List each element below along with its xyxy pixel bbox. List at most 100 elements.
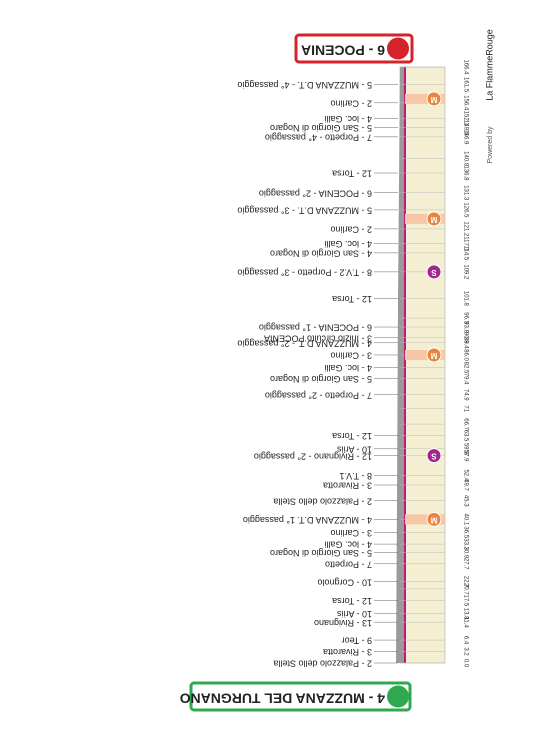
- climb-band: [405, 93, 445, 104]
- place-label: 4 - loc. Galli: [324, 114, 372, 124]
- km-label: 0.0: [462, 659, 468, 668]
- place-label: 10 - Corgnolo: [317, 577, 372, 587]
- km-label: 90.8: [462, 332, 468, 344]
- km-label: 17.5: [462, 594, 468, 606]
- climb-band: [405, 213, 445, 224]
- km-label: 6.4: [462, 636, 468, 645]
- km-label: 3.2: [462, 647, 468, 656]
- km-label: 22.7: [462, 576, 468, 588]
- place-label: 3 - Inizio circuito POCENIA: [264, 333, 372, 343]
- km-label: 40.1: [462, 514, 468, 526]
- marker-symbol: M: [430, 515, 437, 524]
- profile-shade: [396, 67, 404, 663]
- marker-symbol: M: [430, 95, 437, 104]
- place-label: 12 - Torsa: [332, 294, 372, 304]
- place-label: 4 - MUZZANA D.T. 1° passaggio: [243, 515, 372, 525]
- place-label: 3 - Carlino: [330, 528, 372, 538]
- marker: [426, 448, 442, 464]
- climb-band: [405, 349, 445, 360]
- place-label: 3 - Carlino: [330, 351, 372, 361]
- place-label: 3 - Rivarotta: [323, 481, 372, 491]
- marker: [426, 211, 442, 227]
- km-label: 140.8: [462, 151, 468, 167]
- km-label: 82.5: [462, 362, 468, 374]
- km-label: 74.9: [462, 389, 468, 401]
- km-label: 71: [462, 405, 468, 412]
- km-label: 93.8: [462, 321, 468, 333]
- km-label: 136.8: [462, 166, 468, 182]
- km-label: 131.3: [462, 185, 468, 201]
- km-label: 59.8: [462, 443, 468, 455]
- km-label: 49.7: [462, 479, 468, 491]
- km-label: 121.2: [462, 221, 468, 237]
- place-label: 4 - loc. Galli: [324, 363, 372, 373]
- marker-symbol: M: [430, 215, 437, 224]
- start-label: 4 - MUZZANA DEL TURGNANO: [180, 690, 385, 706]
- place-label: 5 - San Giorgio di Nogaro: [270, 123, 372, 133]
- marker-symbol: S: [431, 452, 437, 461]
- marker: [426, 264, 442, 280]
- km-label: 114.5: [462, 246, 468, 261]
- place-label: 10 - Ariis: [336, 444, 372, 454]
- km-label: 96.3: [462, 312, 468, 324]
- place-label: 7 - Porpetto - 2° passaggio: [265, 390, 372, 400]
- place-label: 13 - Rivignano: [314, 618, 372, 628]
- km-label: 66.7: [462, 418, 468, 430]
- place-label: 7 - Porpetto - 4° passaggio: [265, 132, 372, 142]
- place-label: 5 - MUZZANA D.T. - 3° passaggio: [237, 206, 372, 216]
- place-label: 2 - Carlino: [330, 225, 372, 235]
- km-label: 156.4: [462, 95, 468, 111]
- km-label: 117.1: [462, 236, 468, 251]
- km-label: 33.2: [462, 538, 468, 550]
- km-label: 52.4: [462, 469, 468, 481]
- marker-symbol: S: [431, 268, 437, 277]
- place-label: 5 - San Giorgio di Nogaro: [270, 548, 372, 558]
- place-label: 8 - T.V.2 - Porpetto - 3° passaggio: [237, 268, 372, 278]
- marker: [426, 91, 442, 107]
- place-label: 5 - San Giorgio di Nogaro: [270, 374, 372, 384]
- km-label: 45.3: [462, 495, 468, 507]
- km-label: 109.2: [462, 264, 468, 280]
- km-label: 166.4: [462, 59, 468, 75]
- km-label: 101.8: [462, 291, 468, 307]
- km-label: 79.4: [462, 373, 468, 385]
- km-label: 152.1: [462, 111, 468, 127]
- place-label: 4 - San Giorgio di Nogaro: [270, 249, 372, 259]
- km-label: 11.4: [462, 617, 468, 629]
- km-label: 27.7: [462, 558, 468, 570]
- km-label: 20.7: [462, 583, 468, 595]
- km-label: 89.4: [462, 337, 468, 349]
- km-label: 149.5: [462, 120, 468, 136]
- place-label: 12 - Torsa: [332, 431, 372, 441]
- profile-area: [399, 66, 446, 664]
- km-label: 126.5: [462, 202, 468, 218]
- km-label: 86.0: [462, 349, 468, 361]
- place-label: 6 - POCENIA - 1° passaggio: [259, 323, 372, 333]
- km-label: 63.5: [462, 430, 468, 442]
- place-label: 6 - POCENIA - 2° passaggio: [259, 188, 372, 198]
- climb-band: [405, 514, 445, 525]
- place-label: 9 - Teor: [342, 636, 372, 646]
- place-label: 3 - Rivarotta: [323, 647, 372, 657]
- marker: [426, 347, 442, 363]
- km-label: 57.9: [462, 450, 468, 462]
- finish-banner: 6 - POCENIA: [294, 33, 414, 64]
- place-label: 2 - Palazzolo dello Stella: [273, 659, 372, 669]
- marker-symbol: M: [430, 351, 437, 360]
- powered-by: Powered by: [487, 126, 494, 163]
- start-banner: 4 - MUZZANA DEL TURGNANO: [180, 681, 412, 712]
- place-label: 12 - Torsa: [332, 596, 372, 606]
- place-label: 4 - MUZZANA D.T. - 2° passaggio: [237, 338, 372, 348]
- km-label: 161.5: [462, 77, 468, 93]
- place-label: 12 - Rivignano - 2° passaggio: [254, 451, 372, 461]
- brand: La FlammeRouge: [484, 29, 494, 101]
- place-label: 8 - T.V.1: [339, 471, 372, 481]
- place-label: 2 - Carlino: [330, 98, 372, 108]
- place-label: 2 - Palazzolo dello Stella: [273, 496, 372, 506]
- place-label: 5 - MUZZANA D.T. - 4° passaggio: [237, 80, 372, 90]
- km-label: 36.5: [462, 526, 468, 538]
- place-label: 7 - Porpetto: [325, 559, 372, 569]
- place-label: 10 - Ariis: [336, 609, 372, 619]
- place-label: 4 - loc. Galli: [324, 540, 372, 550]
